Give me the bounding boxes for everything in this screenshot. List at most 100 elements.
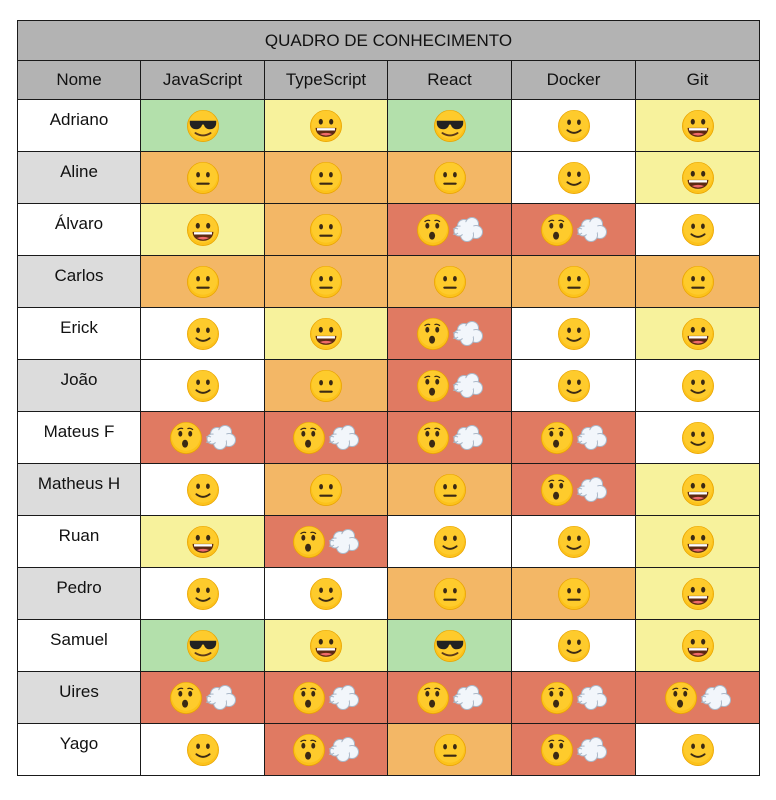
face-exhaling-icon bbox=[416, 681, 484, 715]
slightly-smiling-face-icon bbox=[681, 213, 715, 247]
puff-cloud-icon bbox=[452, 424, 483, 450]
table-title: QUADRO DE CONHECIMENTO bbox=[17, 20, 760, 61]
puff-cloud-icon bbox=[576, 476, 607, 502]
neutral-face-icon bbox=[433, 733, 467, 767]
sunglasses-face-icon bbox=[186, 629, 220, 663]
skill-cell-neutral bbox=[387, 151, 512, 204]
skill-cell-neutral bbox=[387, 463, 512, 516]
puff-cloud-icon bbox=[328, 684, 359, 710]
table-row: Samuel bbox=[17, 619, 760, 672]
face-exhaling-icon bbox=[292, 421, 360, 455]
face-exhaling-icon bbox=[540, 733, 608, 767]
slightly-smiling-face-icon bbox=[309, 577, 343, 611]
skill-cell-none bbox=[635, 671, 760, 724]
skill-cell-good bbox=[635, 463, 760, 516]
person-name: Adriano bbox=[17, 99, 141, 152]
skill-cell-none bbox=[511, 671, 636, 724]
puff-cloud-icon bbox=[576, 216, 607, 242]
person-name: Matheus H bbox=[17, 463, 141, 516]
skill-cell-good bbox=[635, 619, 760, 672]
person-name: Ruan bbox=[17, 515, 141, 568]
knowledge-table: QUADRO DE CONHECIMENTO Nome JavaScript Typ… bbox=[17, 20, 760, 776]
puff-cloud-icon bbox=[452, 320, 483, 346]
grinning-face-icon bbox=[681, 161, 715, 195]
table-row: Adriano bbox=[17, 99, 760, 152]
face-exhaling-icon bbox=[292, 733, 360, 767]
neutral-face-icon bbox=[433, 473, 467, 507]
skill-cell-none bbox=[264, 671, 388, 724]
table-row: Matheus H bbox=[17, 463, 760, 516]
grinning-face-icon bbox=[681, 629, 715, 663]
skill-cell-none bbox=[511, 411, 636, 464]
neutral-face-icon bbox=[309, 265, 343, 299]
skill-cell-basic bbox=[140, 567, 265, 620]
face-exhaling-icon bbox=[540, 421, 608, 455]
slightly-smiling-face-icon bbox=[681, 369, 715, 403]
skill-cell-neutral bbox=[511, 255, 636, 308]
slightly-smiling-face-icon bbox=[186, 317, 220, 351]
slightly-smiling-face-icon bbox=[186, 369, 220, 403]
neutral-face-icon bbox=[309, 473, 343, 507]
skill-cell-basic bbox=[635, 359, 760, 412]
person-name: Erick bbox=[17, 307, 141, 360]
slightly-smiling-face-icon bbox=[557, 369, 591, 403]
skill-cell-neutral bbox=[264, 151, 388, 204]
table-row: Aline bbox=[17, 151, 760, 204]
skill-cell-basic bbox=[511, 99, 636, 152]
puff-cloud-icon bbox=[328, 736, 359, 762]
skill-cell-none bbox=[264, 723, 388, 776]
neutral-face-icon bbox=[681, 265, 715, 299]
puff-cloud-icon bbox=[205, 684, 236, 710]
neutral-face-icon bbox=[433, 161, 467, 195]
table-row: João bbox=[17, 359, 760, 412]
grinning-face-icon bbox=[186, 525, 220, 559]
table-row: Carlos bbox=[17, 255, 760, 308]
neutral-face-icon bbox=[309, 213, 343, 247]
skill-cell-basic bbox=[635, 411, 760, 464]
table-row: Ruan bbox=[17, 515, 760, 568]
grinning-face-icon bbox=[681, 109, 715, 143]
skill-cell-none bbox=[511, 723, 636, 776]
skill-cell-none bbox=[387, 359, 512, 412]
skill-cell-good bbox=[635, 151, 760, 204]
table-row: Mateus F bbox=[17, 411, 760, 464]
skill-cell-basic bbox=[635, 723, 760, 776]
slightly-smiling-face-icon bbox=[557, 525, 591, 559]
slightly-smiling-face-icon bbox=[557, 109, 591, 143]
slightly-smiling-face-icon bbox=[433, 525, 467, 559]
neutral-face-icon bbox=[557, 265, 591, 299]
skill-cell-expert bbox=[387, 619, 512, 672]
skill-cell-good bbox=[635, 99, 760, 152]
person-name: Álvaro bbox=[17, 203, 141, 256]
skill-cell-none bbox=[264, 515, 388, 568]
skill-cell-basic bbox=[511, 619, 636, 672]
neutral-face-icon bbox=[186, 161, 220, 195]
person-name: Mateus F bbox=[17, 411, 141, 464]
person-name: João bbox=[17, 359, 141, 412]
puff-cloud-icon bbox=[328, 424, 359, 450]
skill-cell-good bbox=[264, 99, 388, 152]
grinning-face-icon bbox=[186, 213, 220, 247]
puff-cloud-icon bbox=[452, 684, 483, 710]
skill-cell-good bbox=[264, 619, 388, 672]
skill-cell-basic bbox=[140, 463, 265, 516]
table-row: Uires bbox=[17, 671, 760, 724]
puff-cloud-icon bbox=[576, 736, 607, 762]
skill-cell-neutral bbox=[387, 723, 512, 776]
puff-cloud-icon bbox=[205, 424, 236, 450]
puff-cloud-icon bbox=[576, 424, 607, 450]
skill-cell-good bbox=[140, 515, 265, 568]
slightly-smiling-face-icon bbox=[681, 733, 715, 767]
column-header-react: React bbox=[387, 60, 512, 100]
skill-cell-none bbox=[264, 411, 388, 464]
skill-cell-basic bbox=[387, 515, 512, 568]
skill-cell-none bbox=[511, 463, 636, 516]
puff-cloud-icon bbox=[576, 684, 607, 710]
person-name: Yago bbox=[17, 723, 141, 776]
neutral-face-icon bbox=[557, 577, 591, 611]
face-exhaling-icon bbox=[292, 525, 360, 559]
skill-cell-neutral bbox=[635, 255, 760, 308]
skill-cell-good bbox=[635, 307, 760, 360]
skill-cell-neutral bbox=[140, 151, 265, 204]
skill-cell-neutral bbox=[140, 255, 265, 308]
